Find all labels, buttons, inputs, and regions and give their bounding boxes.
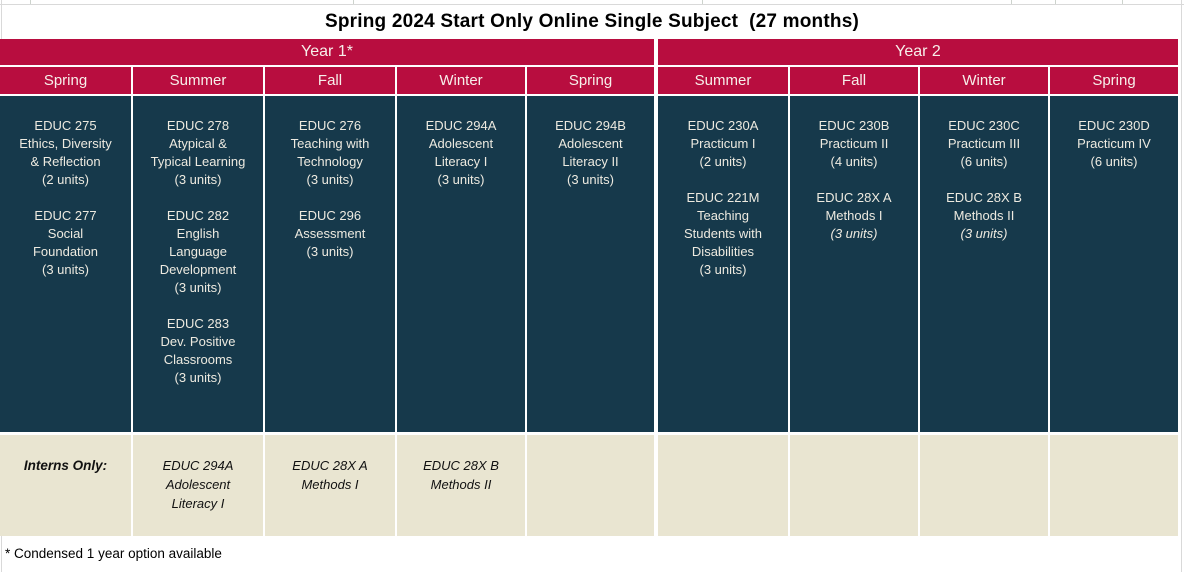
- year-header-2: Year 2: [658, 39, 1180, 65]
- course-entry: EDUC 221M Teaching Students with Disabil…: [683, 190, 763, 277]
- course-units-italic: (3 units): [830, 226, 878, 241]
- right-grid-line: [1181, 0, 1182, 572]
- body-row: EDUC 275 Ethics, Diversity & Reflection …: [0, 96, 1180, 435]
- year-header-1: Year 1*: [0, 39, 658, 65]
- course-entry: EDUC 28X A Methods I (3 units): [790, 189, 918, 243]
- grid-tick: [353, 0, 354, 4]
- body-cell-1: EDUC 275 Ethics, Diversity & Reflection …: [0, 96, 133, 432]
- course-units-italic: (3 units): [960, 226, 1008, 241]
- grid-tick: [702, 0, 703, 4]
- footnote: * Condensed 1 year option available: [5, 545, 222, 561]
- season-header-3-fall: Fall: [265, 67, 397, 94]
- interns-cell-8: [920, 435, 1050, 536]
- course-entry: EDUC 278 Atypical & Typical Learning (3 …: [150, 118, 246, 187]
- grid-tick: [1122, 0, 1123, 4]
- course-entry: EDUC 294B Adolescent Literacy II (3 unit…: [555, 118, 626, 187]
- year-row: Year 1* Year 2: [0, 39, 1180, 67]
- season-header-9-spring: Spring: [1050, 67, 1180, 94]
- course-entry: EDUC 28X B Methods II (3 units): [920, 189, 1048, 243]
- season-header-6-summer: Summer: [658, 67, 790, 94]
- season-header-4-winter: Winter: [397, 67, 527, 94]
- season-row: Spring Summer Fall Winter Spring Summer Fall Wi…: [0, 67, 1180, 96]
- course-entry: EDUC 230A Practicum I (2 units): [687, 118, 759, 169]
- body-cell-2: EDUC 278 Atypical & Typical Learning (3 …: [133, 96, 265, 432]
- course-entry: EDUC 296 Assessment (3 units): [294, 208, 366, 259]
- body-cell-8: EDUC 230C Practicum III (6 units) EDUC 28…: [920, 96, 1050, 432]
- season-header-5-spring: Spring: [527, 67, 658, 94]
- interns-cell-5: [527, 435, 658, 536]
- body-cell-3: EDUC 276 Teaching with Technology (3 uni…: [265, 96, 397, 432]
- body-cell-5: EDUC 294B Adolescent Literacy II (3 unit…: [527, 96, 658, 432]
- season-header-7-fall: Fall: [790, 67, 920, 94]
- course-entry: EDUC 277 Social Foundation (3 units): [32, 208, 99, 277]
- grid-tick: [1011, 0, 1012, 4]
- course-entry: EDUC 230B Practicum II (4 units): [818, 118, 890, 169]
- season-header-8-winter: Winter: [920, 67, 1050, 94]
- body-cell-9: EDUC 230D Practicum IV (6 units): [1050, 96, 1180, 432]
- body-cell-6: EDUC 230A Practicum I (2 units) EDUC 221M…: [658, 96, 790, 432]
- interns-row: Interns Only: EDUC 294A Adolescent Litera…: [0, 435, 1180, 536]
- course-entry: EDUC 282 English Language Development (3…: [159, 208, 237, 295]
- interns-cell-9: [1050, 435, 1180, 536]
- interns-cell-2: EDUC 294A Adolescent Literacy I: [133, 435, 265, 536]
- course-entry: EDUC 275 Ethics, Diversity & Reflection …: [19, 118, 112, 187]
- page-title: Spring 2024 Start Only Online Single Sub…: [324, 11, 859, 32]
- course-entry: EDUC 230D Practicum IV (6 units): [1077, 118, 1151, 169]
- interns-cell-7: [790, 435, 920, 536]
- grid-tick: [1055, 0, 1056, 4]
- course-entry: EDUC 294A Adolescent Literacy I (3 units…: [425, 118, 497, 187]
- season-header-2-summer: Summer: [133, 67, 265, 94]
- interns-cell-3: EDUC 28X A Methods I: [265, 435, 397, 536]
- interns-only-label: Interns Only:: [0, 435, 133, 536]
- course-entry: EDUC 276 Teaching with Technology (3 uni…: [290, 118, 370, 187]
- course-entry: EDUC 230C Practicum III (6 units): [947, 118, 1021, 169]
- spreadsheet-top-strip: [0, 0, 1184, 5]
- grid-tick: [30, 0, 31, 4]
- season-header-1-spring: Spring: [0, 67, 133, 94]
- interns-cell-4: EDUC 28X B Methods II: [397, 435, 527, 536]
- interns-cell-6: [658, 435, 790, 536]
- body-cell-7: EDUC 230B Practicum II (4 units) EDUC 28X…: [790, 96, 920, 432]
- course-entry: EDUC 283 Dev. Positive Classrooms (3 uni…: [160, 316, 236, 385]
- body-cell-4: EDUC 294A Adolescent Literacy I (3 units…: [397, 96, 527, 432]
